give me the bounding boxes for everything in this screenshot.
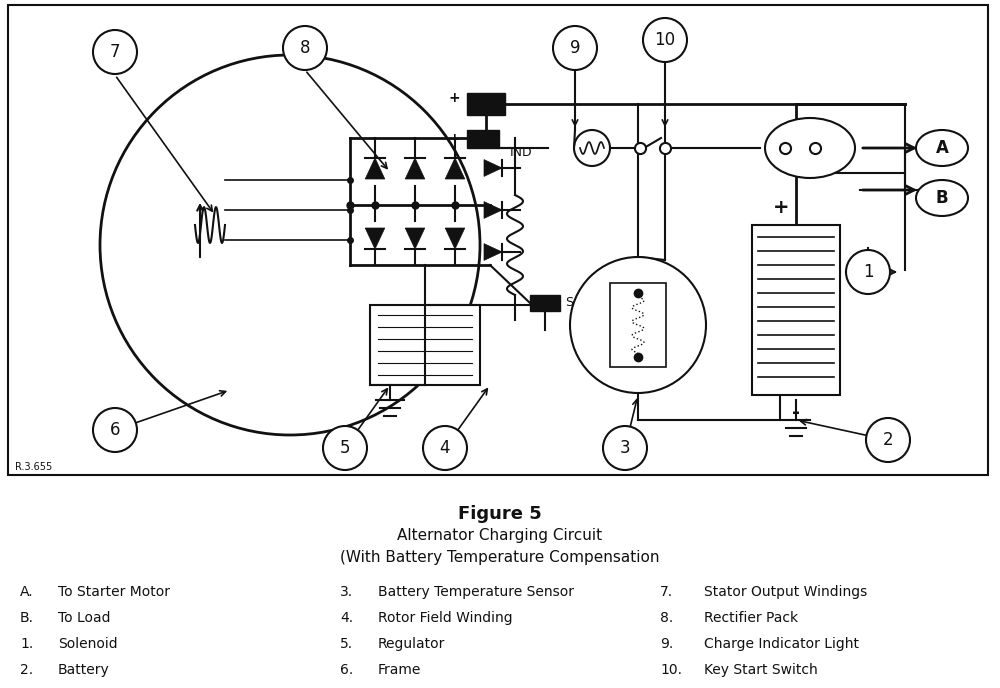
Polygon shape xyxy=(445,158,465,179)
Polygon shape xyxy=(365,228,385,249)
Text: To Load: To Load xyxy=(58,611,110,625)
Bar xyxy=(752,225,840,395)
Circle shape xyxy=(570,257,706,393)
Text: B.: B. xyxy=(20,611,34,625)
Text: IND: IND xyxy=(510,145,533,158)
Text: Battery Temperature Sensor: Battery Temperature Sensor xyxy=(378,585,574,599)
Circle shape xyxy=(553,26,597,70)
Ellipse shape xyxy=(916,180,968,216)
Text: Regulator: Regulator xyxy=(378,637,445,651)
Text: Frame: Frame xyxy=(378,663,421,677)
Polygon shape xyxy=(445,228,465,249)
Text: Battery: Battery xyxy=(58,663,110,677)
Text: 8.: 8. xyxy=(660,611,673,625)
Text: 7.: 7. xyxy=(660,585,673,599)
Text: 2: 2 xyxy=(883,431,893,449)
Circle shape xyxy=(866,418,910,462)
Circle shape xyxy=(283,26,327,70)
Text: 9.: 9. xyxy=(660,637,673,651)
Text: 7: 7 xyxy=(110,43,120,61)
Text: Charge Indicator Light: Charge Indicator Light xyxy=(704,637,859,651)
Bar xyxy=(467,130,499,148)
Text: 3: 3 xyxy=(620,439,630,457)
Text: +: + xyxy=(448,91,460,105)
Text: S: S xyxy=(565,297,573,310)
Text: 2.: 2. xyxy=(20,663,33,677)
Text: Figure 5: Figure 5 xyxy=(458,505,542,523)
Circle shape xyxy=(846,250,890,294)
Text: 8: 8 xyxy=(300,39,310,57)
Text: Key Start Switch: Key Start Switch xyxy=(704,663,818,677)
Polygon shape xyxy=(484,160,502,176)
Circle shape xyxy=(93,408,137,452)
Text: 10.: 10. xyxy=(660,663,682,677)
Text: A: A xyxy=(936,139,948,157)
Text: 1: 1 xyxy=(863,263,873,281)
Circle shape xyxy=(423,426,467,470)
Circle shape xyxy=(643,18,687,62)
Polygon shape xyxy=(405,228,425,249)
Text: 3.: 3. xyxy=(340,585,353,599)
Text: 4.: 4. xyxy=(340,611,353,625)
Circle shape xyxy=(323,426,367,470)
Text: Rectifier Pack: Rectifier Pack xyxy=(704,611,798,625)
Text: Solenoid: Solenoid xyxy=(58,637,118,651)
Text: (With Battery Temperature Compensation: (With Battery Temperature Compensation xyxy=(340,550,660,565)
Ellipse shape xyxy=(916,130,968,166)
Text: 10: 10 xyxy=(654,31,676,49)
Polygon shape xyxy=(405,158,425,179)
Text: 5.: 5. xyxy=(340,637,353,651)
Text: 5: 5 xyxy=(340,439,350,457)
Text: R.3.655: R.3.655 xyxy=(15,462,52,472)
Text: 1.: 1. xyxy=(20,637,33,651)
Text: Rotor Field Winding: Rotor Field Winding xyxy=(378,611,513,625)
Text: 6.: 6. xyxy=(340,663,353,677)
Text: 6: 6 xyxy=(110,421,120,439)
Ellipse shape xyxy=(765,118,855,178)
Text: +: + xyxy=(448,132,460,146)
Bar xyxy=(610,283,666,367)
Text: -: - xyxy=(792,403,800,422)
Circle shape xyxy=(603,426,647,470)
Bar xyxy=(467,93,505,115)
Text: To Starter Motor: To Starter Motor xyxy=(58,585,170,599)
Text: 4: 4 xyxy=(440,439,450,457)
Polygon shape xyxy=(484,244,502,260)
Polygon shape xyxy=(484,202,502,218)
Text: Alternator Charging Circuit: Alternator Charging Circuit xyxy=(397,528,603,543)
Text: +: + xyxy=(773,198,789,217)
Text: 9: 9 xyxy=(570,39,580,57)
Bar xyxy=(8,5,988,475)
Text: B: B xyxy=(936,189,948,207)
Polygon shape xyxy=(365,158,385,179)
Bar xyxy=(370,305,480,385)
Circle shape xyxy=(93,30,137,74)
Bar xyxy=(530,295,560,311)
Text: Stator Output Windings: Stator Output Windings xyxy=(704,585,867,599)
Text: A.: A. xyxy=(20,585,34,599)
